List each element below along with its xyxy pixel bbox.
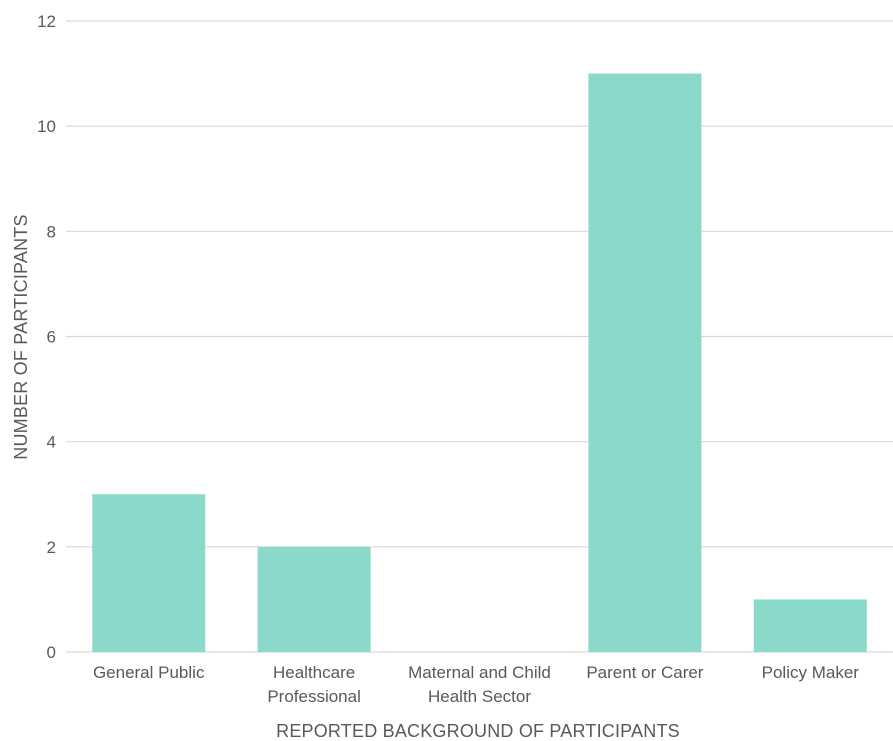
y-tick-label: 6: [47, 328, 56, 347]
bar: [257, 546, 371, 652]
x-tick-label: Health Sector: [428, 687, 531, 706]
x-tick-label: Policy Maker: [762, 663, 860, 682]
y-axis-ticks: 0 2 4 6 8 10 12: [37, 12, 56, 662]
x-tick-label: Maternal and Child: [408, 663, 551, 682]
bars: [92, 73, 867, 653]
x-tick-label: Professional: [267, 687, 361, 706]
x-tick-label: General Public: [93, 663, 205, 682]
y-axis-title: NUMBER OF PARTICIPANTS: [11, 214, 31, 459]
y-tick-label: 8: [47, 222, 56, 241]
x-axis-title: REPORTED BACKGROUND OF PARTICIPANTS: [276, 721, 680, 741]
bar: [753, 599, 867, 652]
x-tick-label: Parent or Carer: [586, 663, 703, 682]
x-tick-label: Healthcare: [273, 663, 355, 682]
y-tick-label: 0: [47, 643, 56, 662]
bar: [588, 73, 702, 653]
y-tick-label: 12: [37, 12, 56, 31]
y-tick-label: 4: [47, 433, 56, 452]
x-axis-category-labels: General Public Healthcare Professional Mate…: [93, 663, 859, 706]
y-tick-label: 10: [37, 117, 56, 136]
bar: [92, 494, 206, 652]
y-tick-label: 2: [47, 538, 56, 557]
